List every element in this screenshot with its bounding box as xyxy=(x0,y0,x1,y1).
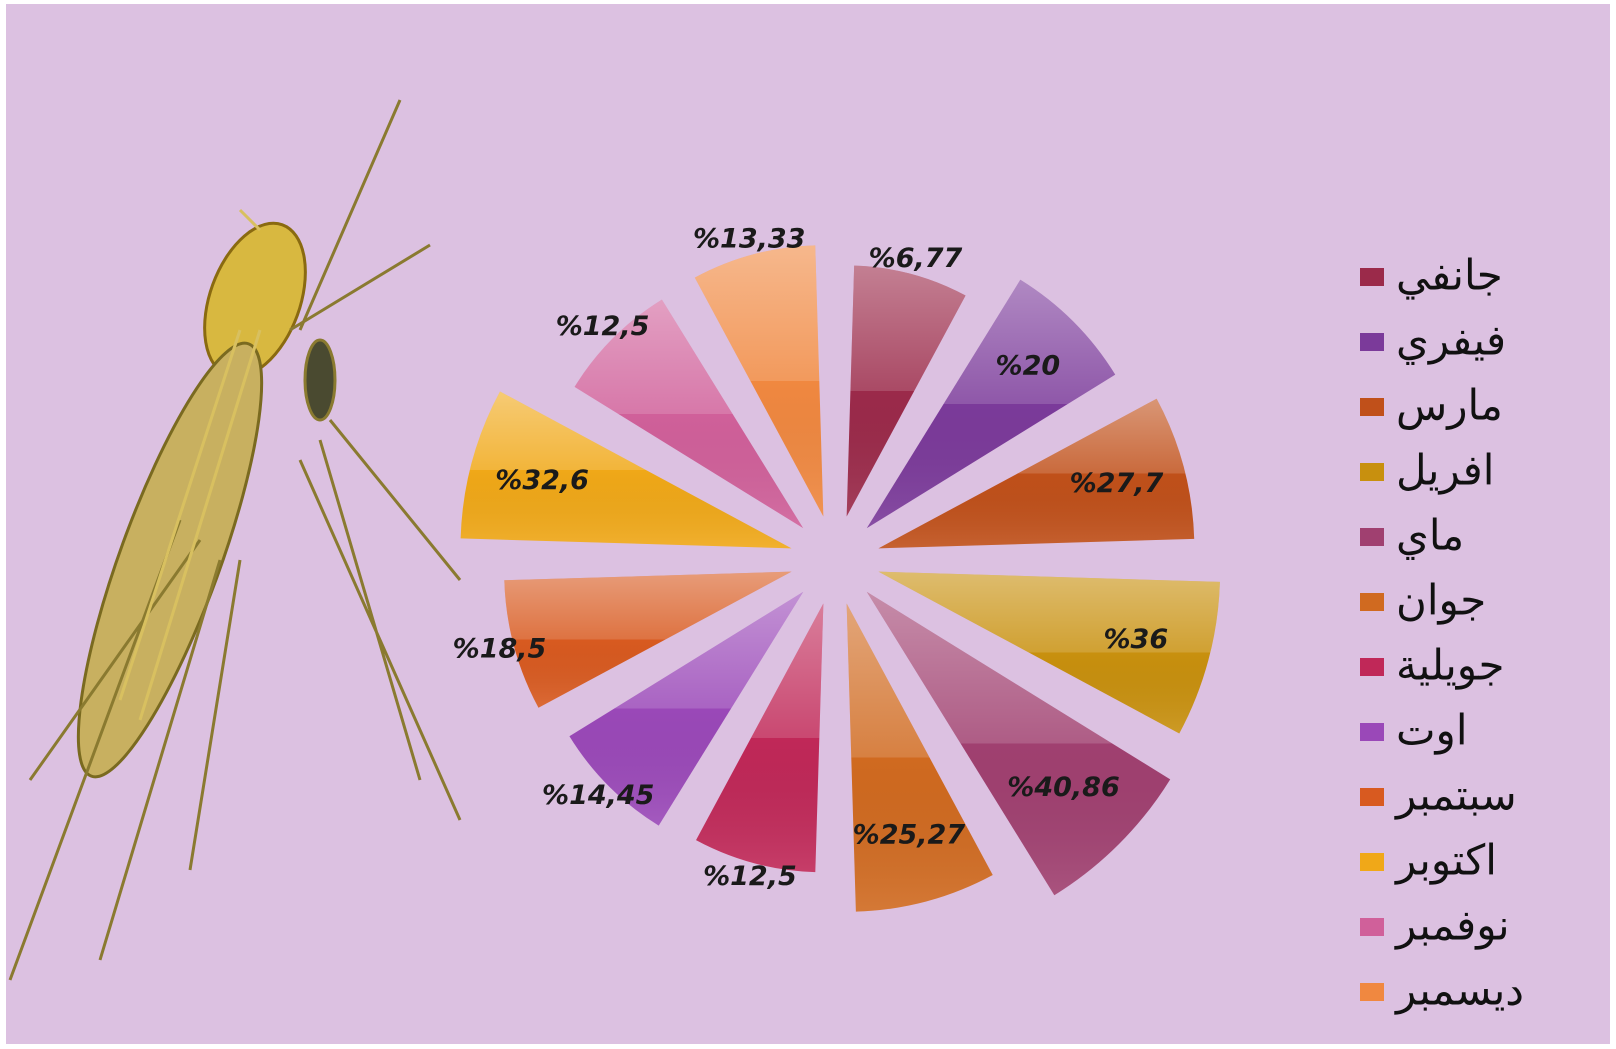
legend-label: اكتوبر xyxy=(1394,836,1497,885)
legend-label: افريل xyxy=(1396,446,1494,495)
legend-swatch xyxy=(1360,398,1384,416)
legend-swatch xyxy=(1360,463,1384,481)
legend-swatch xyxy=(1360,788,1384,806)
legend-swatch xyxy=(1360,528,1384,546)
value-label: %13,33 xyxy=(693,223,805,254)
value-label: %14,45 xyxy=(542,780,654,811)
legend-label: جانفي xyxy=(1396,251,1503,301)
legend-swatch xyxy=(1360,593,1384,611)
value-label: %36 xyxy=(1104,624,1169,655)
legend-label: جوان xyxy=(1396,576,1486,625)
legend-label: اوت xyxy=(1396,706,1468,755)
background xyxy=(6,4,1610,1044)
value-label: %6,77 xyxy=(869,243,963,274)
legend-label: نوفمبر xyxy=(1394,901,1510,950)
legend-swatch xyxy=(1360,658,1384,676)
value-label: %12,5 xyxy=(556,311,650,342)
legend-label: ديسمبر xyxy=(1394,966,1524,1015)
chart: %6,77 %20 %27,7 %36 %40,86 %25,27 %12,5 %14,45%… xyxy=(0,0,1616,1049)
legend-label: سبتمبر xyxy=(1394,771,1517,820)
legend-swatch xyxy=(1360,983,1384,1001)
legend-label: جويلية xyxy=(1396,641,1504,690)
value-label: %32,6 xyxy=(495,465,589,496)
value-label: %40,86 xyxy=(1007,772,1119,803)
legend-swatch xyxy=(1360,918,1384,936)
value-label: %18,5 xyxy=(453,633,547,664)
value-label: %20 xyxy=(996,351,1061,382)
legend-swatch xyxy=(1360,723,1384,741)
legend-label: فيفري xyxy=(1396,316,1506,365)
legend-label: ماي xyxy=(1396,511,1464,560)
legend-swatch xyxy=(1360,853,1384,871)
legend-swatch xyxy=(1360,268,1384,286)
value-label: %12,5 xyxy=(703,861,797,892)
legend-label: مارس xyxy=(1396,381,1503,430)
value-label: %25,27 xyxy=(853,819,966,850)
legend-swatch xyxy=(1360,333,1384,351)
value-label: %27,7 xyxy=(1070,468,1164,499)
